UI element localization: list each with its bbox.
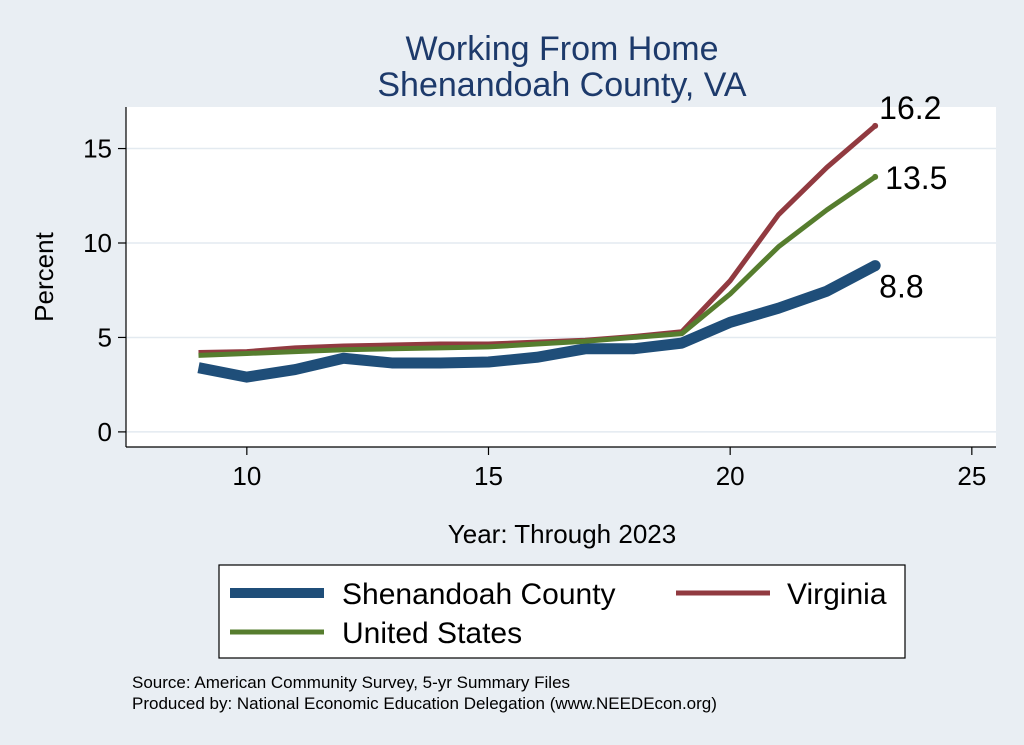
chart-title-line-2: Shenandoah County, VA bbox=[377, 66, 747, 104]
legend-label-shenandoah: Shenandoah County bbox=[342, 578, 616, 611]
series-line-shenandoah-county bbox=[197, 260, 878, 383]
series-line-united-states bbox=[198, 174, 877, 358]
end-point-virginia bbox=[872, 122, 879, 129]
axis-ticks: 0 5 10 15 10 15 20 25 bbox=[83, 134, 986, 491]
producer-note: Produced by: National Economic Education… bbox=[132, 694, 717, 713]
legend-label-united-states: United States bbox=[342, 617, 522, 650]
x-tick-label: 25 bbox=[957, 461, 986, 491]
end-point-shenandoah-county bbox=[869, 260, 881, 272]
legend-label-virginia: Virginia bbox=[787, 578, 887, 611]
x-tick-label: 15 bbox=[474, 461, 503, 491]
legend-box bbox=[218, 564, 906, 659]
y-tick-label: 0 bbox=[98, 417, 112, 447]
x-axis-title: Year: Through 2023 bbox=[448, 519, 676, 549]
x-tick-label: 20 bbox=[716, 461, 745, 491]
x-tick-label: 10 bbox=[232, 461, 261, 491]
end-label-shenandoah-county: 8.8 bbox=[879, 269, 923, 305]
y-axis-title: Percent bbox=[29, 231, 59, 321]
source-note: Source: American Community Survey, 5-yr … bbox=[132, 673, 570, 692]
end-labels: 8.8 16.2 13.5 bbox=[879, 90, 947, 305]
end-point-united-states bbox=[872, 173, 879, 180]
end-label-united-states: 13.5 bbox=[885, 160, 947, 196]
plot-area bbox=[126, 107, 996, 447]
chart-title-line-1: Working From Home bbox=[406, 30, 719, 68]
y-tick-label: 10 bbox=[83, 228, 112, 258]
end-label-virginia: 16.2 bbox=[879, 90, 941, 126]
y-tick-label: 15 bbox=[83, 134, 112, 164]
y-tick-label: 5 bbox=[98, 322, 112, 352]
series-lines bbox=[197, 122, 881, 383]
